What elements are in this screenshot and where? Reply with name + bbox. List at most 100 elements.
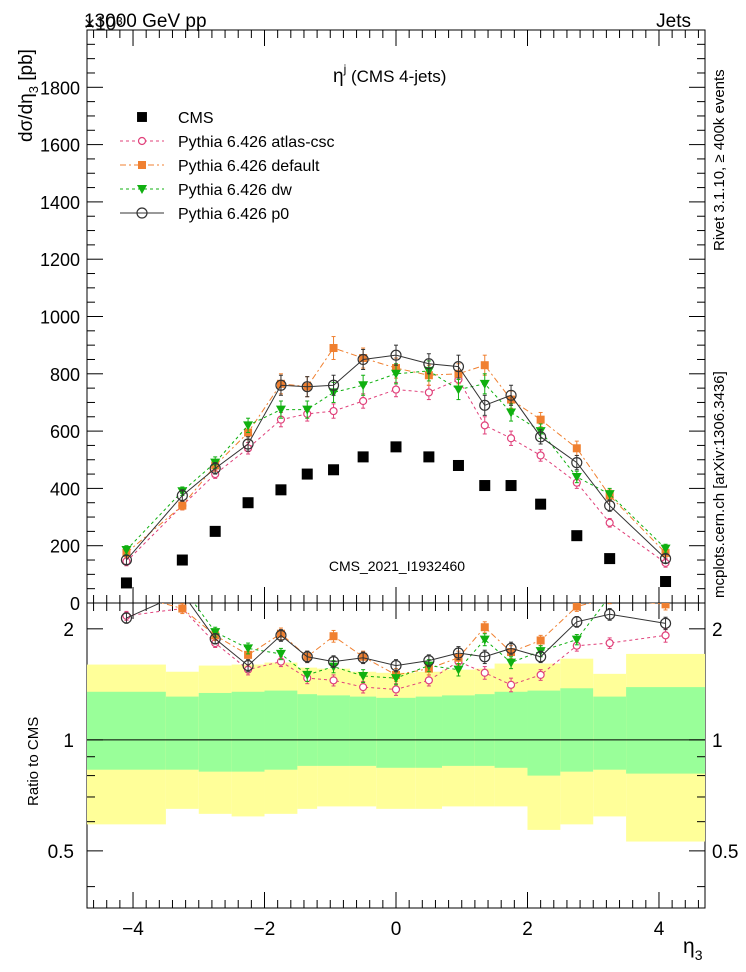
legend-marker-pythia-6-426-dw	[137, 185, 147, 194]
top-point-cms	[301, 468, 313, 480]
ratio-point-pythia-6-426-atlas-csc	[605, 638, 614, 648]
top-point-cms	[120, 577, 132, 589]
y-tick-label: 600	[50, 422, 80, 442]
y-axis-label: dσ/dη3 [pb]	[16, 49, 41, 142]
rivet-label: Rivet 3.1.10, ≥ 400k events	[711, 69, 728, 251]
top-point-cms	[423, 451, 435, 463]
ratio-point-pythia-6-426-atlas-csc	[661, 631, 670, 640]
top-panel-marks	[120, 336, 672, 589]
y-tick-label: 0	[70, 594, 80, 614]
top-point-cms	[479, 480, 491, 492]
plot-title-sup: j	[343, 62, 347, 76]
top-line-pythia-6-426-atlas-csc	[126, 378, 666, 564]
top-point-cms	[660, 576, 672, 588]
green-band-bin	[87, 691, 166, 770]
y-tick-label: 200	[50, 537, 80, 557]
ratio-line-pythia-6-426-default	[160, 603, 666, 676]
x-axis-label: η3	[683, 935, 703, 963]
x-axis-label-a: η	[683, 935, 695, 958]
green-band-bin	[264, 690, 298, 770]
ratio-point-pythia-6-426-p0	[505, 642, 517, 654]
top-point-pythia-6-426-p0	[275, 379, 287, 391]
x-tick-label: 0	[391, 919, 402, 940]
ratio-y-tick-label-left: 2	[63, 620, 74, 641]
ratio-point-pythia-6-426-default	[480, 623, 489, 632]
top-point-pythia-6-426-p0	[571, 457, 583, 469]
y-axis-label-sub: 3	[26, 86, 41, 93]
top-point-pythia-6-426-p0	[301, 381, 313, 393]
top-point-pythia-6-426-dw	[571, 472, 582, 482]
ratio-point-pythia-6-426-dw	[479, 635, 490, 645]
ratio-y-tick-label-left: 0.5	[48, 842, 74, 863]
top-point-pythia-6-426-p0	[357, 353, 369, 366]
mcplots-label: mcplots.cern.ch [arXiv:1306.3436]	[711, 371, 728, 598]
header-exponent: ×10³	[84, 14, 123, 35]
ratio-point-pythia-6-426-dw	[210, 628, 221, 638]
legend-marker-cms	[137, 112, 147, 122]
top-point-pythia-6-426-p0	[242, 438, 254, 450]
top-point-pythia-6-426-dw	[604, 490, 615, 500]
ratio-point-pythia-6-426-default	[572, 603, 581, 611]
top-point-pythia-6-426-p0	[452, 361, 465, 373]
legend-marker-pythia-6-426-default	[138, 161, 146, 169]
y-tick-label: 1200	[40, 250, 80, 270]
top-point-cms	[505, 480, 517, 492]
ratio-point-pythia-6-426-p0	[242, 659, 254, 672]
ratio-point-pythia-6-426-dw	[571, 635, 582, 645]
top-point-pythia-6-426-atlas-csc	[506, 434, 516, 443]
top-point-cms	[452, 459, 464, 471]
green-band-bin	[415, 696, 443, 768]
ratio-point-pythia-6-426-atlas-csc	[424, 676, 433, 685]
plot-title: ηj (CMS 4-jets)	[333, 62, 446, 87]
top-point-pythia-6-426-p0	[176, 489, 188, 502]
x-axis-label-sub: 3	[695, 947, 703, 963]
legend-label-pythia-6-426-dw: Pythia 6.426 dw	[178, 182, 292, 199]
ratio-point-pythia-6-426-p0	[604, 608, 616, 620]
top-point-pythia-6-426-dw	[275, 405, 286, 415]
top-point-pythia-6-426-p0	[209, 462, 221, 474]
top-point-cms	[357, 451, 369, 463]
legend-marker-pythia-6-426-atlas-csc	[137, 136, 147, 146]
ratio-point-pythia-6-426-default	[244, 650, 253, 659]
green-band-bin	[317, 695, 350, 766]
top-point-pythia-6-426-default	[178, 501, 187, 510]
top-point-pythia-6-426-p0	[390, 349, 402, 361]
ratio-point-pythia-6-426-dw	[661, 587, 671, 596]
plot-title-main: η	[333, 66, 344, 87]
top-point-pythia-6-426-atlas-csc	[359, 396, 368, 406]
ratio-point-pythia-6-426-atlas-csc	[480, 668, 489, 677]
ratio-point-pythia-6-426-p0	[120, 612, 133, 624]
top-point-cms	[242, 497, 254, 509]
legend-label-pythia-6-426-default: Pythia 6.426 default	[178, 158, 320, 175]
y-tick-label: 1000	[40, 308, 80, 328]
top-point-pythia-6-426-dw	[358, 381, 369, 391]
top-point-pythia-6-426-dw	[243, 421, 254, 431]
y-tick-label: 400	[50, 479, 80, 499]
ratio-point-pythia-6-426-p0	[275, 629, 287, 641]
ratio-point-pythia-6-426-dw	[391, 674, 401, 684]
green-band-bin	[593, 696, 627, 770]
y-tick-label: 800	[50, 365, 80, 385]
ratio-point-pythia-6-426-default	[536, 636, 545, 645]
y-tick-label: 1600	[40, 136, 80, 156]
ratio-point-pythia-6-426-p0	[535, 651, 547, 663]
ratio-point-pythia-6-426-dw	[275, 649, 286, 659]
ratio-y-tick-label-right: 2	[712, 620, 723, 641]
ratio-point-pythia-6-426-default	[178, 604, 187, 613]
ratio-y-tick-label-right: 0.5	[712, 842, 738, 863]
green-band-bin	[560, 688, 594, 772]
top-point-pythia-6-426-p0	[479, 399, 491, 411]
green-band-bin	[442, 695, 475, 766]
top-point-pythia-6-426-p0	[423, 358, 435, 370]
top-point-pythia-6-426-default	[536, 415, 545, 424]
green-band-bin	[626, 687, 705, 774]
ratio-point-pythia-6-426-p0	[423, 655, 435, 667]
top-point-pythia-6-426-p0	[535, 431, 547, 443]
top-point-pythia-6-426-dw	[660, 544, 671, 554]
header-jets: Jets	[656, 11, 691, 32]
green-band-bin	[527, 690, 561, 776]
top-point-pythia-6-426-default	[329, 344, 338, 353]
ratio-point-pythia-6-426-default	[329, 632, 338, 641]
legend: CMS Pythia 6.426 atlas-csc Pythia 6.426 de…	[120, 110, 335, 223]
green-band-bin	[231, 691, 265, 772]
